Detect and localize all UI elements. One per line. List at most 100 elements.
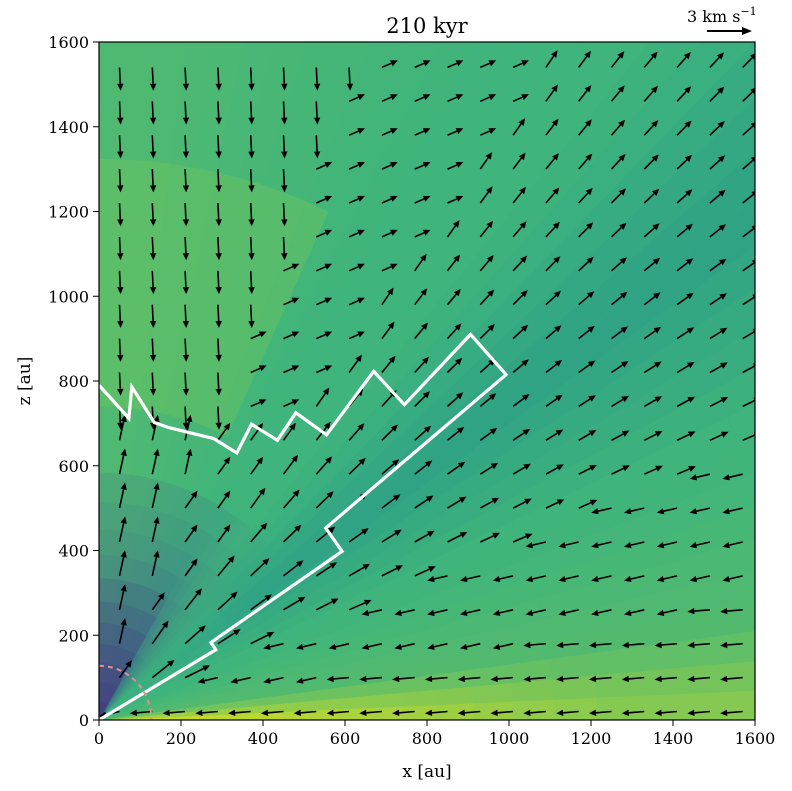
arrow-shaft [447, 96, 458, 103]
arrow-head [750, 87, 755, 95]
arrow-head [324, 229, 333, 236]
map-cell [309, 708, 340, 720]
arrow-head [362, 563, 371, 571]
arrow-shaft [512, 62, 523, 69]
arrow-head [424, 675, 433, 683]
velocity-arrow [676, 86, 692, 102]
arrow-head [323, 421, 331, 430]
map-cell [120, 158, 147, 208]
arrow-head [313, 117, 321, 125]
arrow-head [149, 388, 157, 396]
velocity-arrow [182, 304, 190, 328]
arrow-head [490, 462, 499, 470]
arrow-shaft [151, 556, 158, 577]
arrow-shaft [545, 123, 555, 136]
arrow-shaft [217, 560, 231, 577]
velocity-arrow [149, 101, 157, 125]
velocity-arrow [591, 575, 612, 583]
arrow-head [487, 289, 495, 297]
arrow-shaft [643, 227, 656, 238]
arrow-head [357, 331, 365, 338]
velocity-arrow [248, 67, 255, 91]
arrow-shaft [578, 363, 591, 374]
velocity-arrow [315, 331, 333, 340]
velocity-arrow [447, 496, 467, 509]
arrow-shaft [249, 101, 253, 118]
arrow-head [654, 675, 662, 683]
arrow-head [129, 709, 137, 716]
arrow-shaft [628, 676, 645, 680]
arrow-head [457, 675, 465, 683]
map-cell [768, 519, 792, 565]
arrow-shaft [217, 529, 227, 543]
velocity-arrow [545, 499, 565, 509]
arrow-shaft [282, 135, 286, 152]
arrow-shaft [479, 431, 493, 441]
x-tick-label: 1400 [653, 729, 694, 748]
velocity-arrow [722, 507, 743, 515]
arrow-head [689, 474, 698, 481]
velocity-arrow [348, 94, 365, 103]
arrow-shaft [479, 535, 495, 543]
velocity-arrow [184, 490, 198, 509]
velocity-arrow [643, 223, 660, 238]
arrow-shaft [696, 473, 711, 479]
map-cell [749, 472, 755, 492]
arrow-head [552, 153, 559, 161]
arrow-head [149, 117, 157, 125]
velocity-arrow [248, 270, 255, 295]
velocity-arrow [151, 448, 160, 475]
arrow-shaft [151, 625, 166, 645]
arrow-shaft [217, 372, 220, 389]
x-tick-label: 1000 [489, 729, 530, 748]
arrow-head [233, 629, 241, 636]
map-cell [713, 244, 755, 304]
velocity-arrow [184, 448, 193, 475]
velocity-arrow [414, 495, 434, 509]
arrow-head [620, 361, 629, 368]
velocity-arrow [676, 327, 695, 340]
arrow-shaft [663, 541, 678, 546]
y-tick-label: 400 [58, 542, 89, 561]
velocity-arrow [381, 195, 398, 204]
arrow-head [455, 128, 464, 134]
arrow-head [387, 321, 395, 330]
arrow-shaft [479, 500, 494, 509]
arrow-shaft [727, 609, 743, 612]
arrow-shaft [315, 426, 328, 441]
velocity-arrow [215, 169, 222, 193]
velocity-arrow [742, 191, 755, 204]
arrow-shaft [249, 202, 253, 220]
velocity-arrow [281, 236, 288, 261]
arrow-shaft [250, 562, 265, 577]
velocity-arrow [479, 497, 500, 509]
arrow-head [618, 188, 626, 196]
velocity-arrow [589, 709, 612, 716]
velocity-arrow [348, 457, 366, 475]
arrow-head [589, 641, 597, 649]
arrow-shaft [499, 642, 514, 648]
velocity-arrow [643, 431, 663, 442]
arrow-head [358, 457, 366, 465]
arrow-shaft [118, 202, 122, 220]
arrow-shaft [381, 62, 392, 69]
velocity-arrow [545, 118, 559, 136]
velocity-arrow [392, 675, 415, 683]
velocity-arrow [578, 50, 591, 68]
velocity-arrow [676, 362, 695, 374]
velocity-arrow [676, 396, 696, 408]
arrow-head [215, 354, 222, 362]
velocity-arrow [558, 575, 579, 583]
velocity-arrow [589, 675, 612, 683]
arrow-shaft [578, 124, 589, 136]
map-cell [320, 42, 339, 48]
arrow-shaft [250, 597, 267, 611]
arrow-shaft [512, 397, 525, 408]
y-tick-label: 1400 [48, 118, 89, 137]
arrow-head [215, 253, 222, 261]
arrow-head [120, 584, 127, 592]
velocity-arrow [217, 629, 241, 645]
velocity-arrow [479, 393, 497, 408]
arrow-shaft [499, 575, 514, 580]
arrow-shaft [184, 455, 190, 475]
